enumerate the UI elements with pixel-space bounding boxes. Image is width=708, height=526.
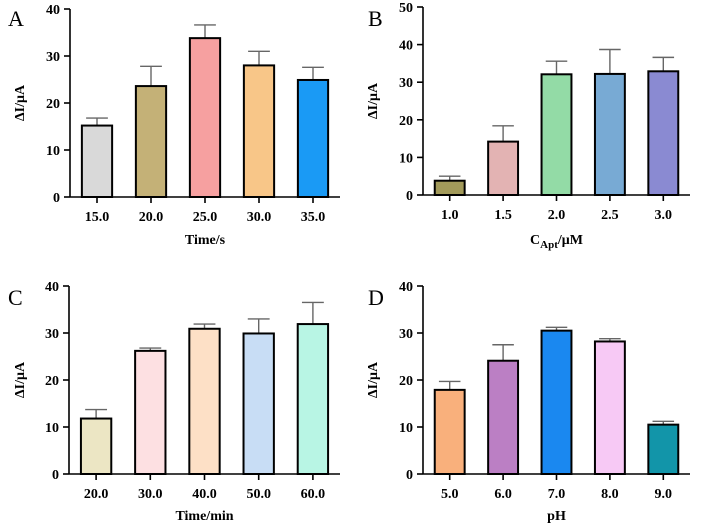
y-tick-label: 30 (399, 327, 413, 342)
x-tick-label: 30.0 (138, 487, 163, 502)
bar-35.0 (296, 78, 330, 198)
y-tick-label: 50 (399, 1, 413, 16)
x-axis-label: Time/s (185, 233, 226, 248)
y-tick-label: 10 (399, 421, 413, 436)
y-tick-label: 40 (399, 39, 413, 54)
bar-2.5 (593, 72, 626, 196)
x-tick-label: 2.5 (601, 208, 619, 223)
y-tick-label: 0 (406, 468, 413, 483)
x-tick-label: 30.0 (247, 210, 272, 225)
bar-15.0 (80, 124, 114, 198)
x-tick-label: 20.0 (84, 487, 109, 502)
x-tick-label: 5.0 (441, 487, 459, 502)
x-tick-label: 7.0 (548, 487, 566, 502)
bar-8.0 (593, 340, 626, 475)
bar-40.0 (188, 327, 221, 475)
x-tick-label: 15.0 (85, 210, 110, 225)
y-tick-label: 10 (399, 151, 413, 166)
bar-30.0 (242, 64, 276, 199)
y-tick-label: 40 (46, 3, 60, 18)
bar-3.0 (647, 70, 680, 196)
x-tick-label: 20.0 (139, 210, 164, 225)
bar-6.0 (487, 359, 520, 476)
x-tick-label: 6.0 (494, 487, 512, 502)
x-axis-label: CApt/μM (530, 233, 583, 251)
x-tick-label: 40.0 (192, 487, 217, 502)
x-tick-label: 35.0 (301, 210, 326, 225)
panel-label: A (8, 6, 24, 31)
y-axis-label: ΔI/μA (366, 361, 381, 398)
bar-60.0 (296, 323, 330, 475)
bar-20.0 (134, 85, 168, 198)
y-tick-label: 30 (45, 327, 59, 342)
bar-9.0 (647, 423, 680, 475)
y-tick-label: 40 (399, 280, 413, 295)
y-axis-label: ΔI/μA (13, 361, 28, 398)
x-tick-label: 2.0 (548, 208, 566, 223)
bar-7.0 (540, 329, 573, 475)
y-tick-label: 20 (45, 374, 59, 389)
bar-25.0 (188, 37, 222, 198)
y-tick-label: 20 (46, 97, 60, 112)
panel-a: A 15.0 20.0 25.0 30.0 35.0 0 10 20 30 40 ΔI/μA Time/… (8, 3, 340, 248)
y-tick-label: 40 (45, 280, 59, 295)
x-tick-label: 9.0 (655, 487, 673, 502)
bar-5.0 (433, 388, 466, 475)
y-tick-label: 0 (53, 191, 60, 206)
y-tick-label: 20 (399, 374, 413, 389)
x-axis-label: pH (547, 509, 566, 524)
y-axis-label: ΔI/μA (13, 84, 28, 121)
y-tick-label: 20 (399, 114, 413, 129)
x-tick-label: 1.0 (441, 208, 459, 223)
panel-label: D (368, 285, 384, 310)
bar-30.0 (134, 349, 167, 475)
y-tick-label: 30 (399, 76, 413, 91)
x-tick-label: 8.0 (601, 487, 619, 502)
bar-1.5 (487, 140, 520, 196)
panel-c: C 20.0 30.0 40.0 50.0 60.0 0 10 20 30 40 ΔI/μA Time/… (8, 280, 340, 524)
panel-label: C (8, 285, 23, 310)
y-tick-label: 10 (46, 144, 60, 159)
x-tick-label: 3.0 (655, 208, 673, 223)
x-axis-label: Time/min (175, 509, 233, 524)
x-tick-label: 50.0 (246, 487, 271, 502)
x-tick-label: 1.5 (494, 208, 512, 223)
bar-50.0 (242, 332, 275, 475)
x-tick-label: 25.0 (193, 210, 218, 225)
y-axis-label: ΔI/μA (366, 82, 381, 119)
panel-label: B (368, 6, 383, 31)
y-tick-label: 30 (46, 50, 60, 65)
bar-1.0 (433, 179, 466, 197)
bar-20.0 (79, 417, 113, 476)
x-tick-label: 60.0 (301, 487, 326, 502)
panel-d: D 5.0 6.0 7.0 8.0 9.0 0 10 20 30 40 ΔI/μA pH (366, 280, 690, 524)
panel-b: B 1.0 1.5 2.0 2.5 3.0 0 10 20 30 40 50 ΔI/μA CApt/μM (366, 1, 690, 251)
bar-2.0 (540, 73, 573, 196)
y-tick-label: 10 (45, 421, 59, 436)
y-tick-label: 0 (406, 189, 413, 204)
y-tick-label: 0 (52, 468, 59, 483)
